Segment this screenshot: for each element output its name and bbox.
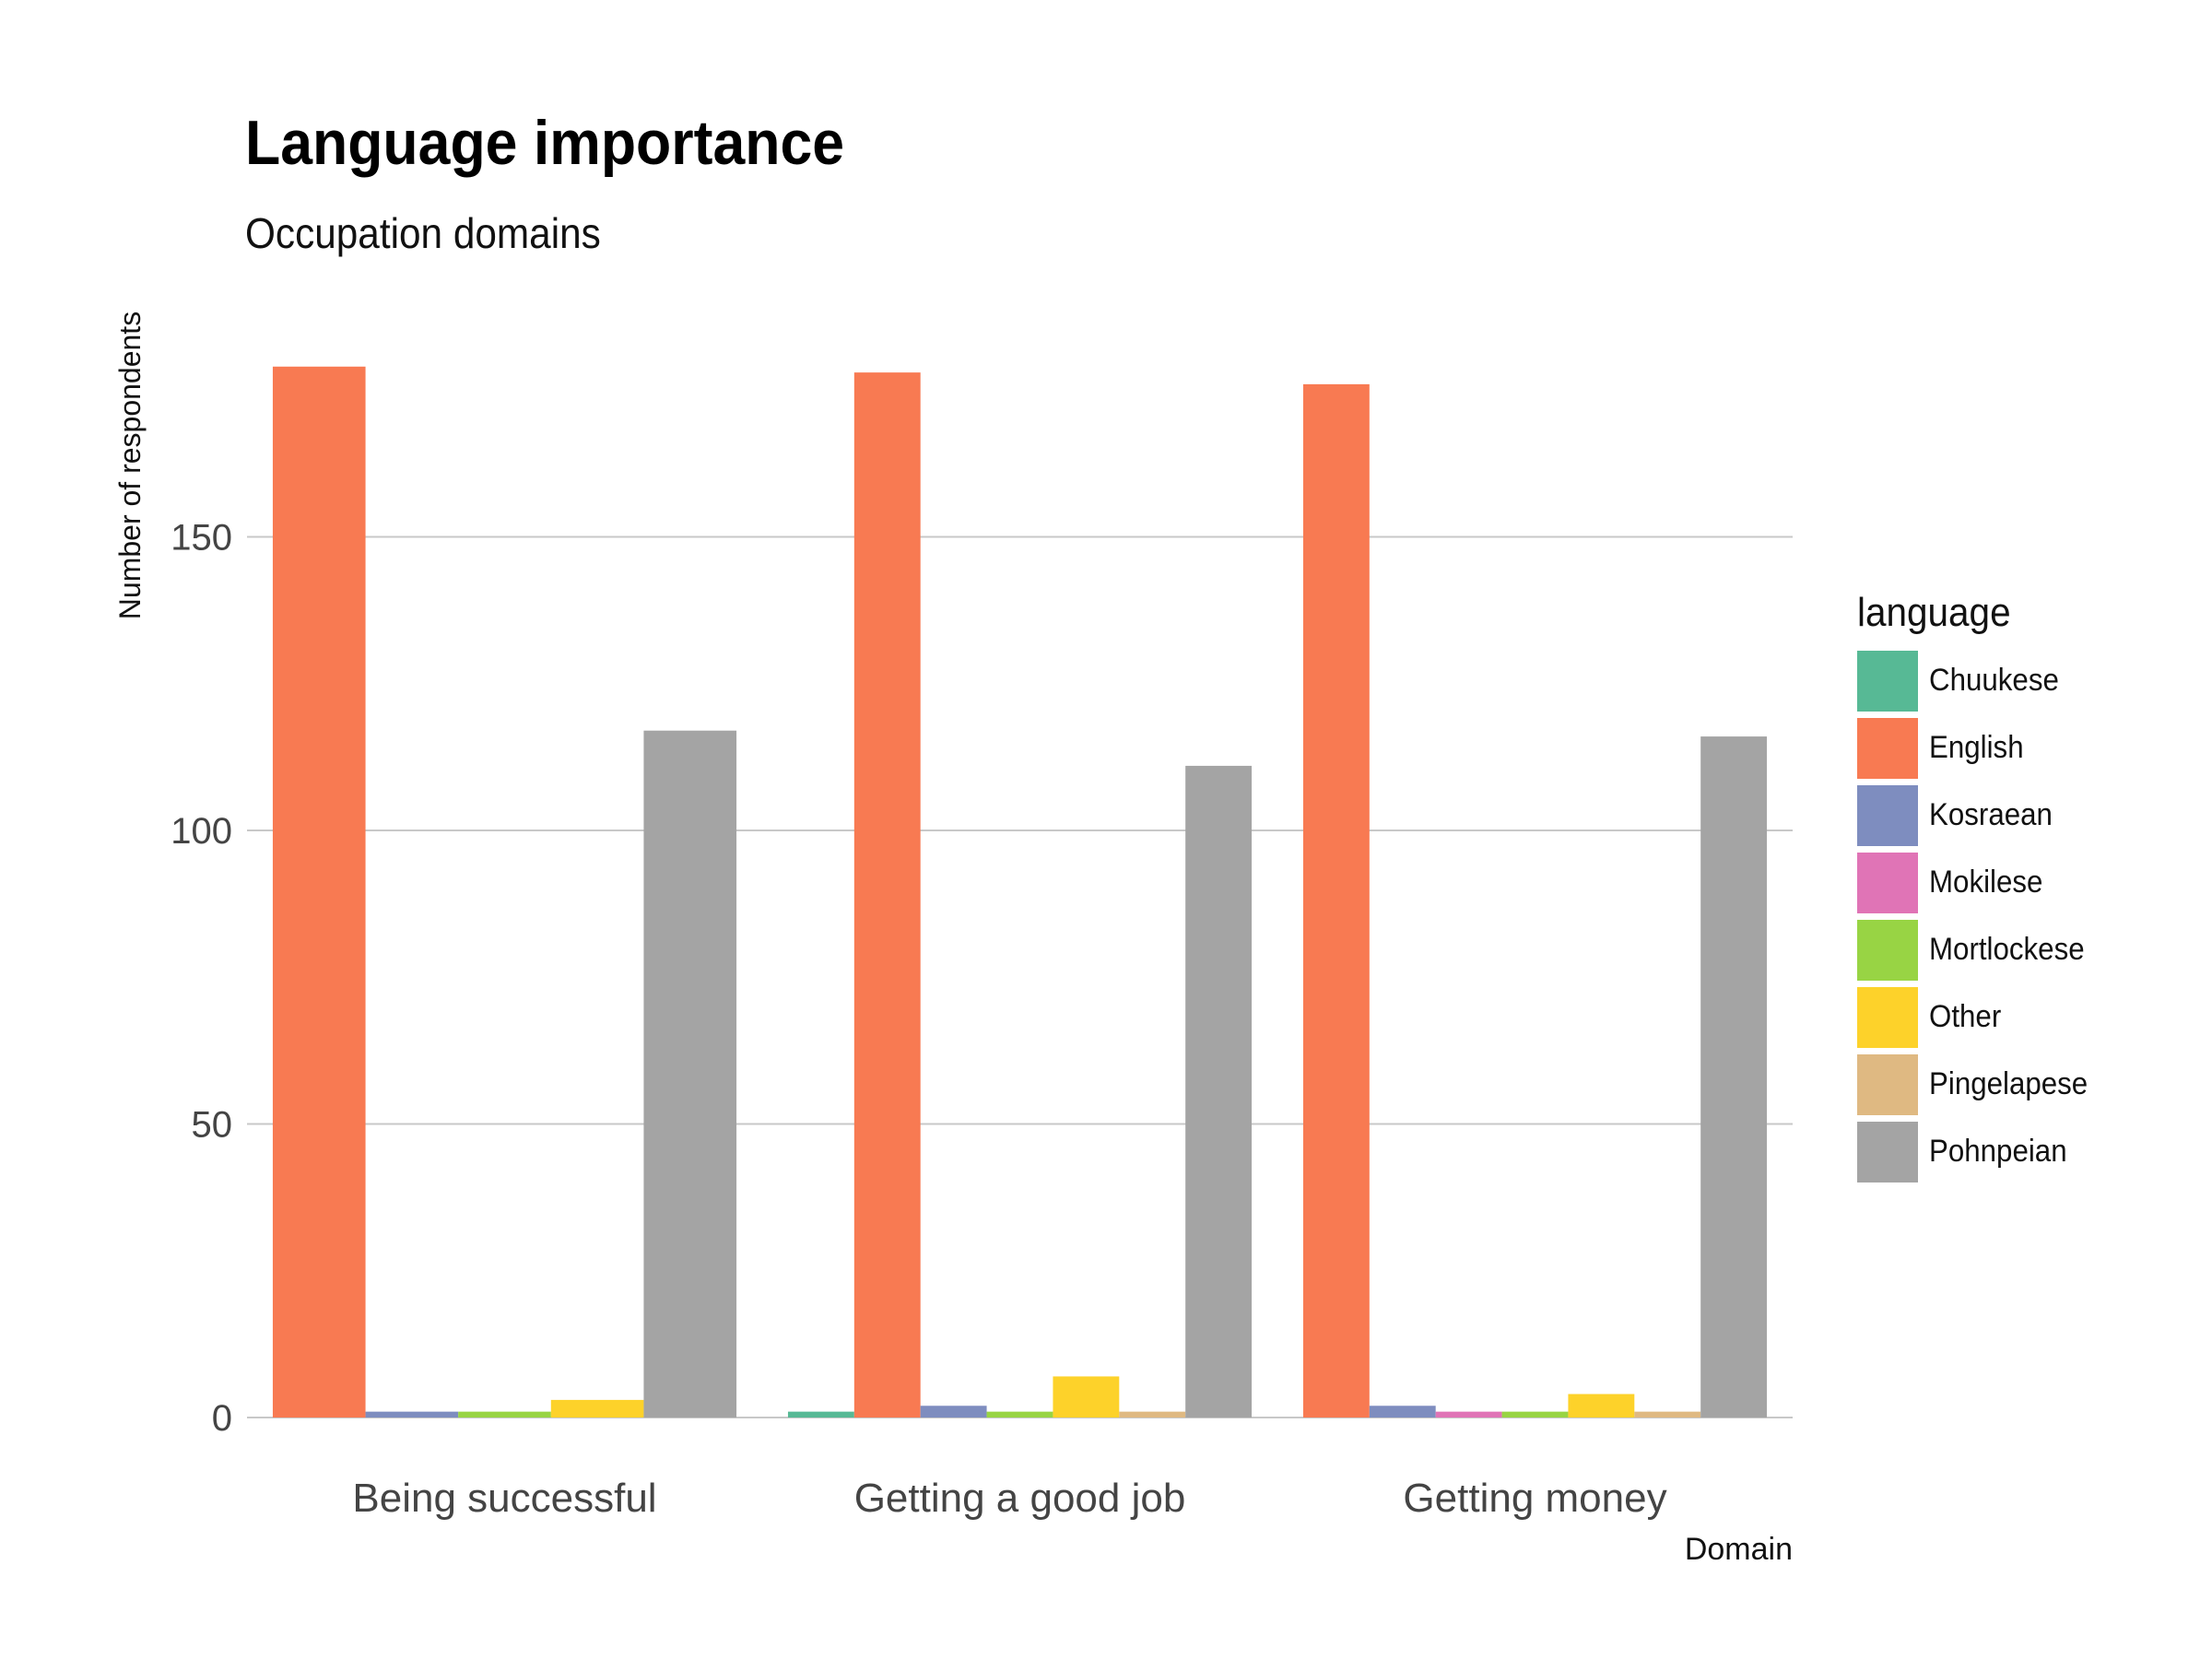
legend-swatch	[1857, 1121, 1918, 1182]
bar	[1119, 1411, 1186, 1418]
legend-swatch	[1857, 784, 1918, 846]
legend-label: Chuukese	[1929, 663, 2059, 698]
legend-swatch	[1857, 919, 1918, 981]
y-tick-label: 50	[192, 1105, 233, 1146]
bar	[1634, 1411, 1701, 1418]
bar	[1369, 1406, 1436, 1418]
x-tick-label: Being successful	[352, 1476, 656, 1521]
bar	[1568, 1394, 1635, 1418]
legend-item: Mortlockese	[1857, 916, 2101, 983]
legend-item: English	[1857, 714, 2101, 782]
legend-swatch	[1857, 852, 1918, 913]
legend-label: English	[1929, 730, 2024, 765]
bar	[1435, 1411, 1502, 1418]
legend-item: Chuukese	[1857, 647, 2101, 714]
legend: language Chuukese English Kosraean Mokilese…	[1857, 590, 2101, 1185]
legend-title: language	[1857, 590, 2011, 635]
legend-item: Other	[1857, 983, 2101, 1051]
y-tick-label: 0	[212, 1398, 232, 1439]
legend-label: Pohnpeian	[1929, 1134, 2067, 1169]
chart-subtitle: Occupation domains	[245, 209, 601, 257]
bar	[272, 366, 366, 1418]
bar	[787, 1411, 854, 1418]
legend-label: Pingelapese	[1929, 1066, 2088, 1101]
bar	[1185, 765, 1253, 1418]
bar	[458, 1411, 551, 1418]
legend-label: Other	[1929, 999, 2002, 1034]
bar	[853, 372, 921, 1418]
legend-label: Kosraean	[1929, 797, 2053, 832]
legend-item: Pohnpeian	[1857, 1118, 2101, 1185]
bar	[365, 1411, 459, 1418]
bar	[1700, 736, 1768, 1418]
bar	[643, 730, 737, 1418]
legend-swatch	[1857, 717, 1918, 779]
legend-swatch	[1857, 986, 1918, 1048]
legend-swatch	[1857, 1053, 1918, 1115]
legend-label: Mokilese	[1929, 865, 2043, 900]
legend-item: Kosraean	[1857, 782, 2101, 849]
bar	[920, 1406, 987, 1418]
y-axis-label: Number of respondents	[113, 312, 147, 619]
bar	[1053, 1376, 1120, 1418]
legend-items: Chuukese English Kosraean Mokilese Mortlocke…	[1857, 647, 2101, 1185]
bar	[550, 1399, 644, 1418]
bar	[986, 1411, 1053, 1418]
legend-item: Pingelapese	[1857, 1051, 2101, 1118]
x-tick-label: Getting a good job	[854, 1476, 1186, 1521]
legend-item: Mokilese	[1857, 849, 2101, 916]
x-axis-label: Domain	[1685, 1532, 1793, 1567]
chart-title: Language importance	[245, 108, 845, 178]
legend-label: Mortlockese	[1929, 932, 2085, 967]
y-tick-label: 100	[171, 811, 232, 852]
x-tick-label: Getting money	[1403, 1476, 1666, 1521]
legend-swatch	[1857, 650, 1918, 712]
bar	[1501, 1411, 1569, 1418]
y-tick-label: 150	[171, 518, 232, 559]
bar	[1302, 383, 1370, 1418]
